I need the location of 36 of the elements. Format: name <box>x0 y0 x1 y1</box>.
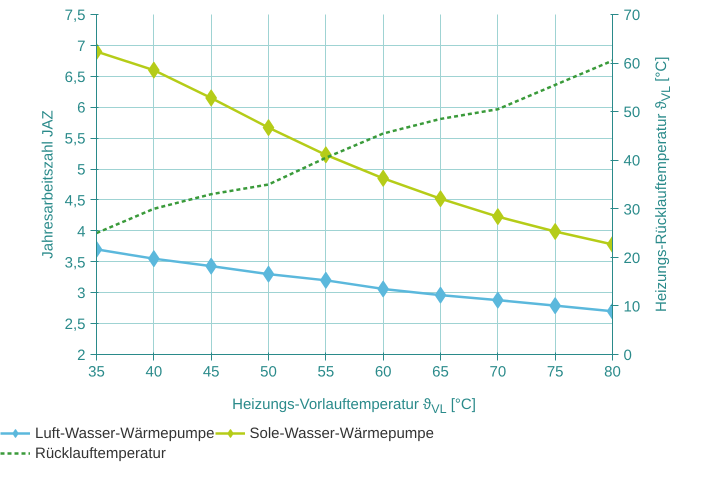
x-tick-label: 60 <box>374 364 392 380</box>
x-tick-label: 65 <box>432 364 449 380</box>
x-tick-label: 35 <box>88 364 105 380</box>
y-tick-label: 7,5 <box>64 7 86 24</box>
y2-tick-label: 40 <box>624 152 640 170</box>
y-tick-label: 7 <box>77 38 86 55</box>
x-tick-label: 40 <box>145 364 162 380</box>
y2-tick-label: 50 <box>624 104 640 122</box>
x-axis-title: Heizungs-Vorlauftemperatur ϑ$_{VL}$ [°C] <box>231 395 477 418</box>
y2-tick-label: 20 <box>624 250 640 267</box>
y-tick-label: 6,5 <box>64 68 86 86</box>
x-tick-label: 45 <box>202 364 220 380</box>
y2-tick-label: 10 <box>624 298 640 316</box>
x-tick-label: 80 <box>604 364 621 380</box>
y-tick-label: 2,5 <box>64 316 86 334</box>
y-tick-label: 4,5 <box>64 192 86 210</box>
y-tick-label: 4 <box>77 223 86 240</box>
y-axis-title: Jahresarbeitszahl JAZ <box>40 110 57 259</box>
y-tick-label: 5,5 <box>64 130 86 148</box>
x-tick-label: 50 <box>260 364 277 380</box>
y2-tick-label: 60 <box>624 56 640 73</box>
y-tick-label: 6 <box>77 100 86 117</box>
legend-label: Luft-Wasser-Wärmepumpe <box>35 424 214 442</box>
y2-tick-label: 30 <box>624 201 640 218</box>
y-tick-label: 5 <box>77 162 86 179</box>
y-tick-label: 3 <box>77 285 86 302</box>
line-series <box>96 59 612 234</box>
y2-tick-label: 70 <box>624 7 640 24</box>
y-tick-label: 3,5 <box>64 254 86 272</box>
legend-label: Sole-Wasser-Wärmepumpe <box>250 424 434 442</box>
y2-tick-label: 0 <box>624 347 632 364</box>
x-tick-label: 70 <box>489 364 506 380</box>
y-tick-label: 2 <box>77 347 86 364</box>
x-tick-label: 75 <box>546 364 564 380</box>
x-tick-label: 55 <box>317 364 334 380</box>
legend-label: Rücklauftemperatur <box>35 444 166 462</box>
